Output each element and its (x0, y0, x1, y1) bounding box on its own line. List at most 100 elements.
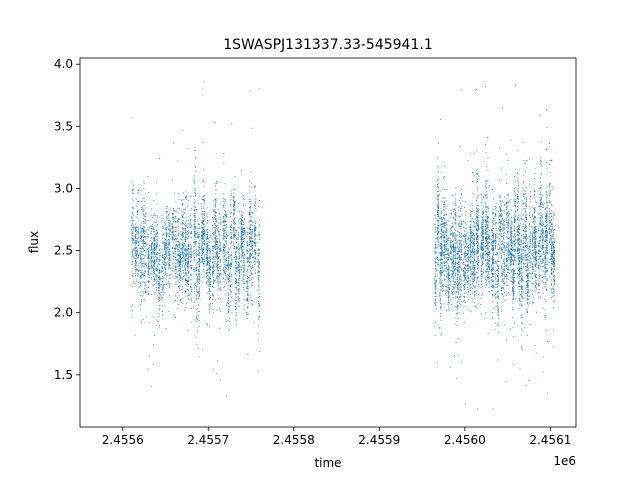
data-point (157, 320, 159, 322)
data-point (194, 193, 196, 195)
data-point (189, 244, 191, 246)
data-point (450, 274, 452, 276)
data-point (150, 263, 152, 265)
data-point (188, 260, 190, 262)
data-point (437, 244, 439, 246)
data-point (168, 264, 170, 266)
data-point (168, 213, 170, 215)
data-point (232, 205, 234, 207)
data-point (443, 290, 445, 292)
data-point (209, 264, 211, 266)
data-point (254, 250, 255, 251)
data-point (235, 252, 237, 254)
data-point (235, 261, 237, 263)
data-point (241, 250, 243, 252)
data-point (437, 257, 439, 259)
data-point (455, 221, 457, 223)
data-point (201, 235, 203, 237)
data-point (193, 269, 195, 271)
data-point (444, 244, 446, 246)
data-point (188, 232, 190, 234)
data-point (224, 227, 226, 229)
data-point (255, 210, 257, 212)
data-point (239, 248, 241, 249)
data-point (452, 262, 454, 264)
data-point (228, 311, 229, 313)
data-point (168, 221, 169, 223)
data-point (439, 276, 441, 278)
data-point (151, 247, 153, 249)
data-point (185, 222, 187, 224)
data-point (434, 275, 436, 277)
data-point (136, 201, 138, 203)
data-point (445, 241, 447, 243)
data-point (228, 275, 230, 277)
data-point (183, 272, 184, 274)
data-point (242, 233, 244, 235)
data-point (235, 269, 237, 271)
data-point (250, 224, 252, 226)
data-point (253, 321, 255, 323)
data-point (184, 209, 186, 211)
data-point (457, 273, 459, 275)
data-point (151, 255, 153, 257)
data-point (134, 257, 136, 259)
data-point (249, 237, 251, 239)
data-point (222, 198, 224, 200)
data-point (231, 264, 232, 266)
data-point (216, 244, 217, 245)
data-point (225, 272, 227, 274)
data-point (179, 270, 180, 271)
data-point (142, 292, 144, 294)
data-point (201, 225, 203, 227)
data-point (185, 233, 187, 235)
data-point (142, 240, 144, 242)
data-point (246, 260, 248, 262)
data-point (252, 237, 254, 239)
data-point (224, 229, 225, 231)
data-point (150, 249, 152, 251)
data-point (230, 198, 232, 200)
data-point (172, 246, 174, 248)
data-point (218, 231, 219, 233)
data-point (249, 239, 250, 241)
data-point (224, 271, 226, 273)
data-point (171, 274, 173, 276)
data-point (193, 249, 195, 251)
data-point (228, 264, 230, 266)
data-point (194, 219, 196, 221)
data-point (197, 276, 199, 277)
data-point (185, 251, 187, 253)
data-point (184, 266, 186, 268)
data-point (153, 272, 155, 274)
data-point (178, 241, 179, 242)
data-point (238, 256, 240, 258)
data-point (448, 257, 450, 259)
data-point (164, 265, 166, 267)
data-point (255, 198, 257, 200)
data-point (441, 267, 443, 269)
data-point (158, 291, 160, 293)
data-point (209, 258, 211, 259)
data-point (143, 274, 145, 276)
data-point (249, 211, 251, 213)
data-point (214, 230, 216, 232)
data-point (435, 252, 437, 254)
data-point (151, 251, 153, 253)
data-point (135, 243, 137, 245)
data-point (448, 297, 449, 299)
data-point (230, 297, 232, 298)
data-point (187, 263, 189, 265)
data-point (189, 251, 191, 253)
data-point (219, 275, 221, 277)
data-point (162, 254, 164, 256)
data-point (165, 258, 167, 259)
data-point (162, 269, 164, 271)
data-point (173, 238, 175, 240)
data-point (441, 217, 442, 219)
data-point (207, 221, 209, 223)
data-point (240, 218, 242, 220)
data-point (148, 247, 150, 249)
data-point (175, 266, 177, 268)
data-point (168, 226, 170, 227)
